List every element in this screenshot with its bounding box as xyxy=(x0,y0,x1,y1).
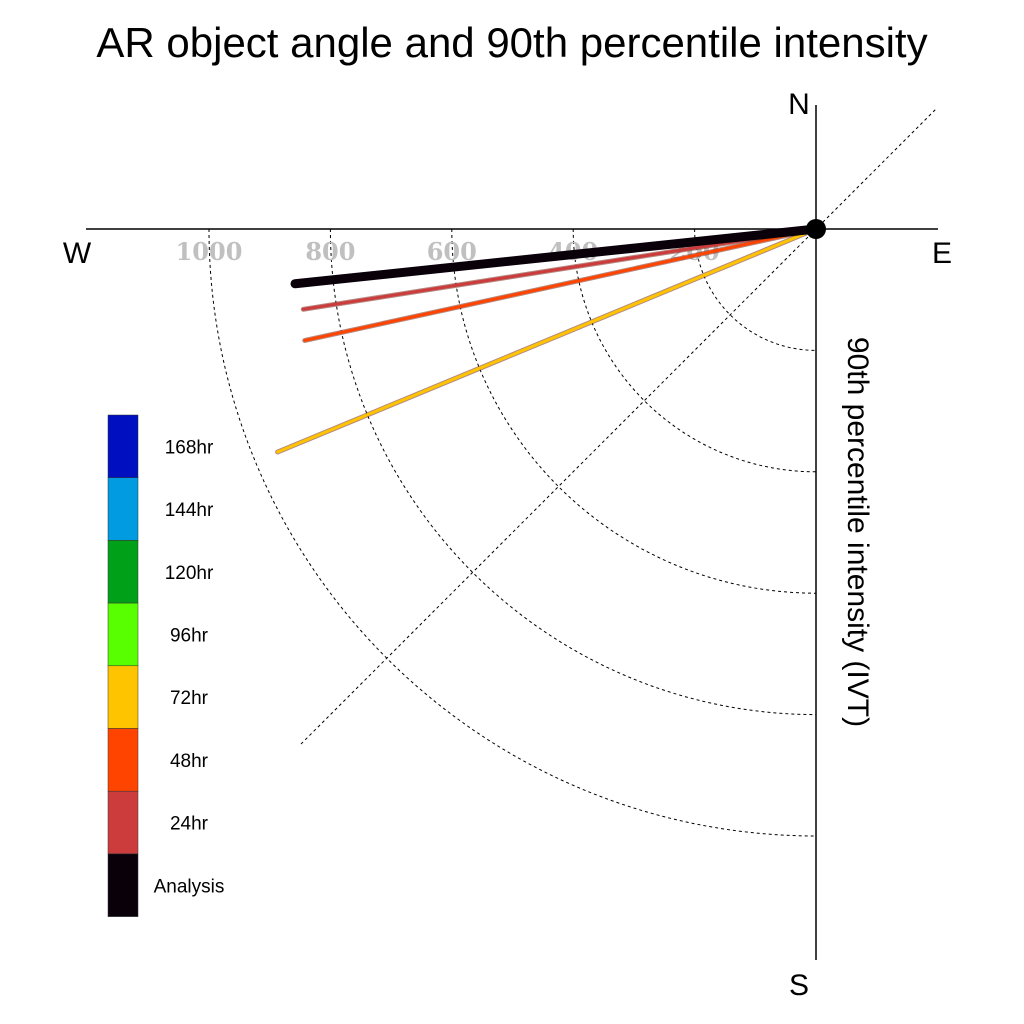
legend-label-72hr: 72hr xyxy=(170,688,209,709)
legend-swatch-24hr xyxy=(107,790,139,855)
legend-label-120hr: 120hr xyxy=(165,563,214,584)
legend-swatch-144hr xyxy=(107,477,139,541)
legend-swatch-analysis xyxy=(107,853,139,917)
legend-swatch-48hr xyxy=(107,728,139,792)
legend-label-24hr: 24hr xyxy=(170,814,209,835)
compass-south-label: S xyxy=(789,969,809,1002)
chart-title: AR object angle and 90th percentile inte… xyxy=(96,19,927,66)
grid-arc-600 xyxy=(451,228,817,594)
radial-tick-label-1000: 1000 xyxy=(176,237,243,266)
legend: 168hr 144hr 120hr 96hr 72hr 48hr 24hr Analysis xyxy=(107,414,225,917)
grid-arc-400 xyxy=(572,228,817,473)
polar-grid xyxy=(208,108,937,837)
legend-label-analysis: Analysis xyxy=(154,876,225,897)
grid-arc-800 xyxy=(329,228,817,716)
legend-swatch-168hr xyxy=(107,414,139,478)
legend-swatch-120hr xyxy=(107,540,139,604)
legend-label-144hr: 144hr xyxy=(165,500,214,521)
legend-swatch-96hr xyxy=(107,602,139,667)
series-vectors xyxy=(275,224,821,455)
y-axis-label: 90th percentile intensity (IVT) xyxy=(841,337,874,727)
legend-swatch-72hr xyxy=(107,665,139,729)
grid-diagonal xyxy=(300,108,937,745)
legend-label-48hr: 48hr xyxy=(170,751,209,772)
origin-marker xyxy=(806,219,826,239)
series-vector-analysis xyxy=(290,224,821,289)
series-vector-48hr xyxy=(303,227,818,342)
series-vector-72hr xyxy=(276,227,818,454)
radial-tick-label-800: 800 xyxy=(305,237,355,266)
legend-label-96hr: 96hr xyxy=(170,625,209,646)
compass-east-label: E xyxy=(932,237,952,270)
compass-north-label: N xyxy=(788,88,810,121)
legend-label-168hr: 168hr xyxy=(165,437,214,458)
compass-west-label: W xyxy=(63,237,92,270)
